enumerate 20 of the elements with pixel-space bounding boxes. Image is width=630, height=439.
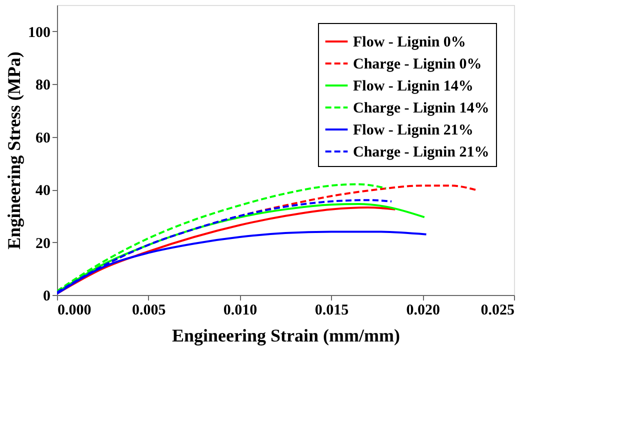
y-axis-title: Engineering Stress (MPa): [4, 52, 24, 250]
x-tick-label: 0.005: [132, 302, 166, 318]
legend-label: Charge - Lignin 14%: [353, 100, 490, 116]
y-tick-label: 20: [36, 236, 50, 252]
legend-label: Flow - Lignin 14%: [353, 78, 474, 94]
x-tick-label: 0.025: [480, 302, 514, 318]
x-tick-label: 0.015: [314, 302, 349, 318]
legend-label: Charge - Lignin 21%: [353, 144, 490, 160]
y-tick-label: 60: [36, 130, 50, 146]
x-tick-label: 0.010: [223, 302, 258, 318]
y-tick-label: 100: [28, 24, 50, 41]
x-tick-label: 0.020: [406, 302, 440, 318]
y-tick-label: 80: [36, 78, 50, 94]
y-tick-label: 0: [43, 288, 50, 304]
legend-label: Flow - Lignin 0%: [353, 34, 466, 50]
x-tick-label: 0.000: [58, 302, 92, 318]
legend-label: Flow - Lignin 21%: [353, 122, 474, 138]
y-tick-label: 40: [36, 183, 50, 200]
legend-label: Charge - Lignin 0%: [353, 56, 482, 72]
x-axis-title: Engineering Strain (mm/mm): [172, 326, 400, 346]
